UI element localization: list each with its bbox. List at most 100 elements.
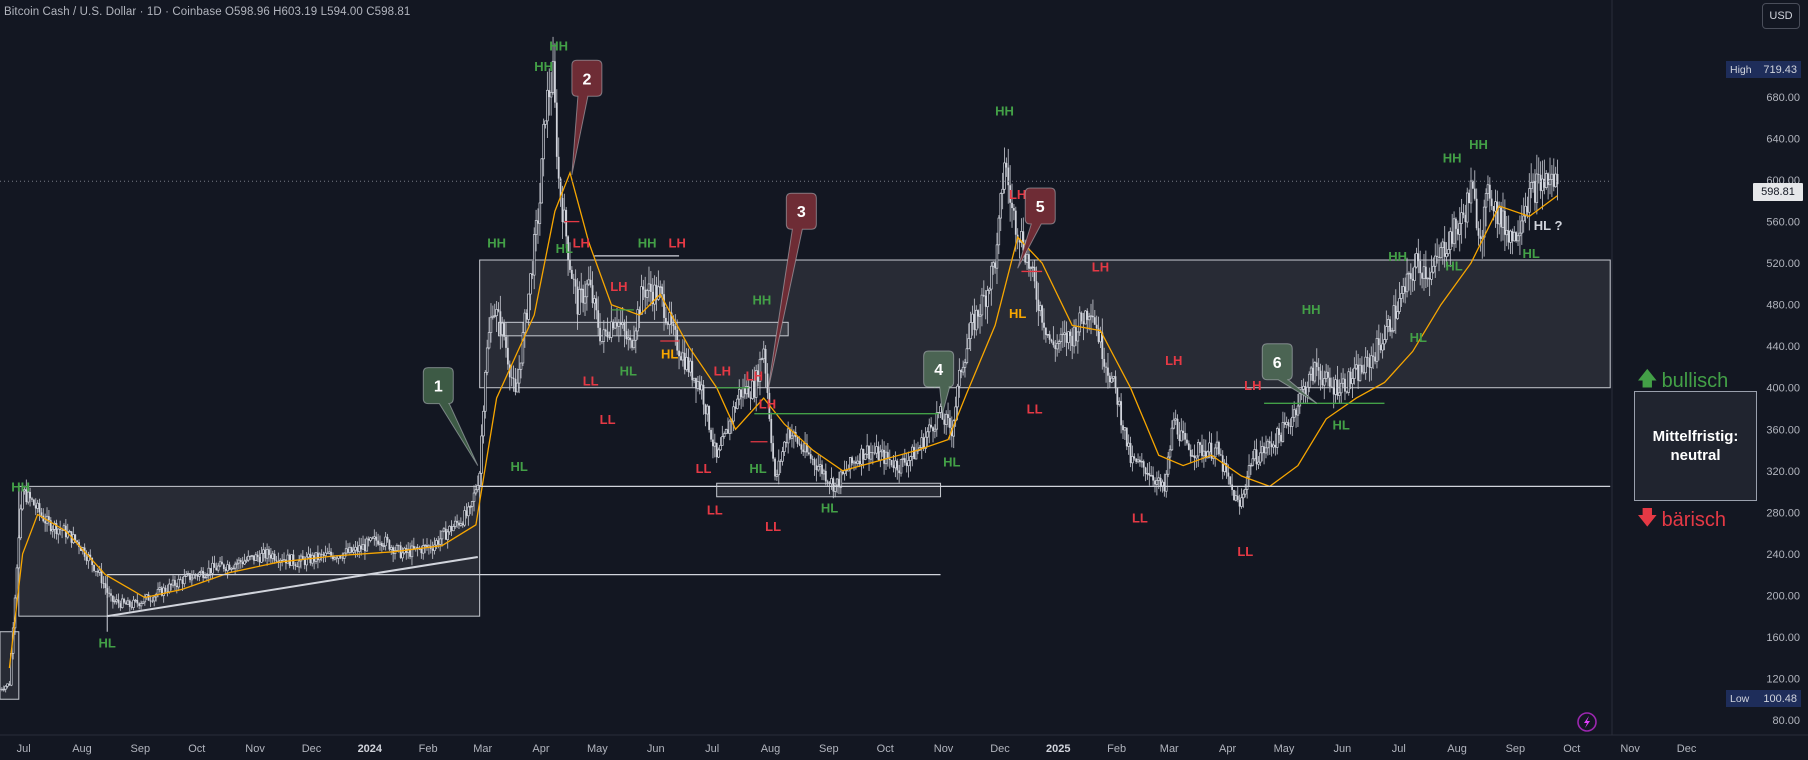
candle: [1178, 421, 1181, 447]
candle: [508, 360, 511, 391]
candle: [740, 389, 743, 410]
candle: [781, 446, 784, 466]
candle: [1513, 226, 1516, 242]
candle: [510, 365, 513, 387]
structure-label: HL: [821, 500, 838, 515]
structure-label: HL: [1333, 417, 1350, 432]
symbol-name[interactable]: Bitcoin Cash / U.S. Dollar: [4, 6, 137, 18]
candle: [1321, 365, 1324, 389]
candle: [1043, 308, 1045, 340]
candle: [724, 428, 728, 435]
candle: [207, 560, 211, 583]
candle: [835, 478, 839, 494]
candle: [1389, 316, 1392, 337]
arrow-up-icon: 🡅: [1637, 368, 1658, 390]
candle: [1526, 196, 1529, 219]
candle: [1368, 353, 1371, 382]
candle: [597, 296, 600, 337]
candle: [702, 379, 705, 415]
candle: [1520, 205, 1524, 245]
candle: [249, 555, 252, 561]
candle: [1287, 419, 1290, 435]
candle: [1084, 310, 1087, 325]
candle: [534, 209, 538, 252]
candle: [1129, 436, 1132, 468]
candle: [360, 537, 363, 556]
candle: [762, 340, 765, 363]
interval[interactable]: 1D: [146, 6, 162, 18]
candle: [260, 546, 263, 564]
price-axis-bg: [1612, 0, 1808, 760]
candle: [134, 598, 137, 603]
candle: [727, 417, 729, 434]
candle: [269, 547, 272, 564]
candle: [990, 261, 993, 306]
x-tick-label: Aug: [72, 743, 92, 755]
candle: [570, 266, 573, 279]
candle: [423, 544, 427, 554]
candle: [132, 596, 135, 611]
candle: [1078, 306, 1081, 336]
candle: [245, 556, 248, 563]
candle: [621, 306, 624, 329]
candle: [1400, 285, 1403, 307]
candle: [450, 520, 453, 536]
currency-button[interactable]: USD: [1762, 3, 1800, 29]
zone-4: [716, 482, 942, 498]
exchange: Coinbase: [172, 6, 222, 18]
candle: [958, 358, 961, 398]
drawing-lines-layer: [0, 180, 1612, 618]
candle: [121, 594, 124, 609]
candle: [1142, 459, 1145, 477]
y-tick-label: 680.00: [1766, 92, 1800, 104]
candle: [1213, 443, 1217, 467]
candle: [567, 235, 569, 276]
candle: [128, 599, 131, 612]
candle: [485, 339, 489, 376]
candle: [582, 284, 585, 313]
candle: [1210, 433, 1213, 461]
candle: [1107, 352, 1109, 389]
candle: [448, 525, 451, 535]
candle: [1383, 324, 1386, 351]
candle: [49, 517, 52, 535]
candle: [1339, 372, 1343, 404]
candle: [619, 309, 622, 337]
structure-label: HH: [1302, 302, 1321, 317]
x-tick-label: May: [587, 743, 608, 755]
bullish-text: bullisch: [1661, 369, 1729, 392]
lightning-icon[interactable]: [1577, 712, 1597, 732]
candle: [1375, 330, 1379, 369]
x-tick-label: Apr: [1219, 743, 1236, 755]
candle: [1075, 318, 1077, 347]
candle: [653, 275, 656, 320]
structure-label: LL: [1027, 402, 1043, 417]
candle: [256, 550, 259, 562]
candle: [1295, 408, 1297, 428]
candle: [152, 595, 156, 607]
candle: [1443, 226, 1446, 268]
candle: [1407, 271, 1411, 291]
candle: [608, 331, 611, 340]
candle: [875, 434, 878, 458]
candle: [1172, 412, 1176, 430]
candle: [482, 405, 485, 444]
candle: [1554, 166, 1557, 188]
candle: [1159, 474, 1162, 492]
candle: [933, 424, 937, 439]
candle: [884, 445, 888, 470]
candle: [521, 322, 525, 367]
candle: [1409, 263, 1412, 296]
candle: [36, 499, 39, 513]
callout-number: 2: [582, 71, 591, 88]
candle: [1050, 338, 1053, 344]
structure-label: LH: [610, 279, 627, 294]
candle: [1452, 211, 1456, 252]
candle: [1187, 440, 1190, 451]
candle: [961, 360, 965, 376]
candle: [920, 429, 923, 460]
candle: [532, 227, 536, 290]
candle: [247, 550, 250, 562]
